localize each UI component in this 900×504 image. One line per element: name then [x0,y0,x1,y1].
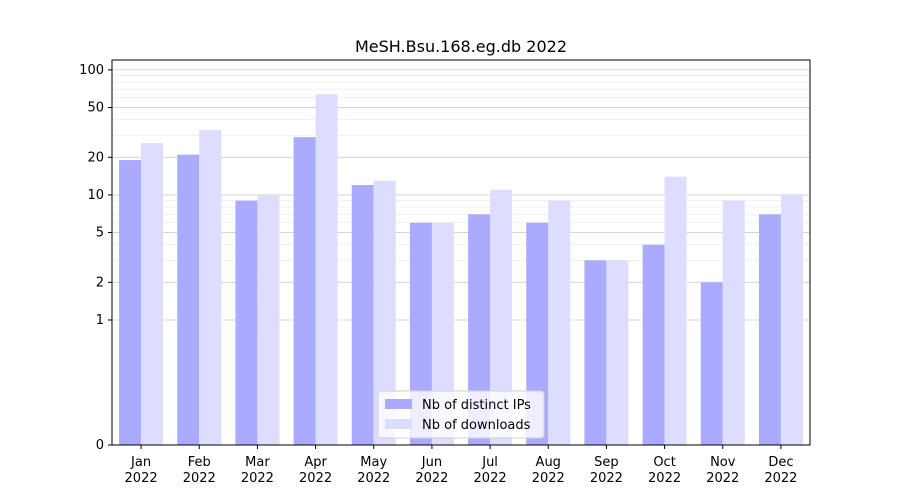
bar-distinct-ips [700,282,723,445]
y-tick-label: 100 [79,63,104,78]
y-tick-label: 50 [87,101,104,116]
bar-downloads [490,189,513,445]
x-tick-label: Jul 2022 [474,455,507,486]
bar-distinct-ips [468,214,491,445]
x-tick-label: Apr 2022 [299,455,332,486]
x-tick-label: Dec 2022 [764,455,797,486]
bar-downloads [315,94,338,446]
bar-downloads [257,194,280,445]
bar-distinct-ips [642,244,665,445]
bar-downloads [606,260,629,445]
plot-frame [111,59,811,446]
y-tick-label: 10 [87,188,104,203]
bar-downloads [199,130,222,445]
x-tick-label: Sep 2022 [590,455,623,486]
bar-distinct-ips [584,260,607,445]
x-tick-label: Aug 2022 [532,455,565,486]
bar-downloads [722,200,745,445]
legend-swatch [385,399,412,409]
bar-downloads [548,200,571,445]
legend-swatch [385,419,412,429]
bar-distinct-ips [758,214,781,445]
legend-box [377,390,545,439]
x-tick-label: Feb 2022 [183,455,216,486]
y-tick-label: 5 [96,226,104,241]
bar-downloads [664,176,687,445]
legend-label: Nb of distinct IPs [422,398,531,413]
x-tick-label: Jan 2022 [125,455,158,486]
bar-distinct-ips [409,222,432,445]
axes-layer: 0 1 2 5 10 20 50 100 Jan 2022 Feb 2022 Mar 2022 Apr 202… [79,59,811,486]
bar-downloads [141,143,164,445]
x-tick-label: Nov 2022 [706,455,739,486]
bar-distinct-ips [351,185,374,445]
legend-label: Nb of downloads [422,418,531,433]
y-tick-label: 20 [87,150,104,165]
bar-distinct-ips [526,222,549,445]
bar-downloads [431,222,454,445]
grid-layer [112,69,810,446]
bar-distinct-ips [119,160,142,445]
y-tick-label: 2 [96,275,104,290]
bar-distinct-ips [293,137,316,445]
x-tick-label: Mar 2022 [241,455,274,486]
y-tick-label: 0 [96,438,104,453]
bar-downloads [780,194,803,445]
bars-layer [119,94,803,446]
legend: Nb of distinct IPs Nb of downloads [377,390,545,439]
bar-distinct-ips [177,154,200,446]
x-tick-label: Jun 2022 [415,455,448,486]
y-tick-label: 1 [96,313,104,328]
chart-title: MeSH.Bsu.168.eg.db 2022 [355,37,567,56]
bar-distinct-ips [235,200,258,445]
x-tick-label: May 2022 [357,455,390,486]
bar-downloads [373,180,396,445]
x-tick-label: Oct 2022 [648,455,681,486]
